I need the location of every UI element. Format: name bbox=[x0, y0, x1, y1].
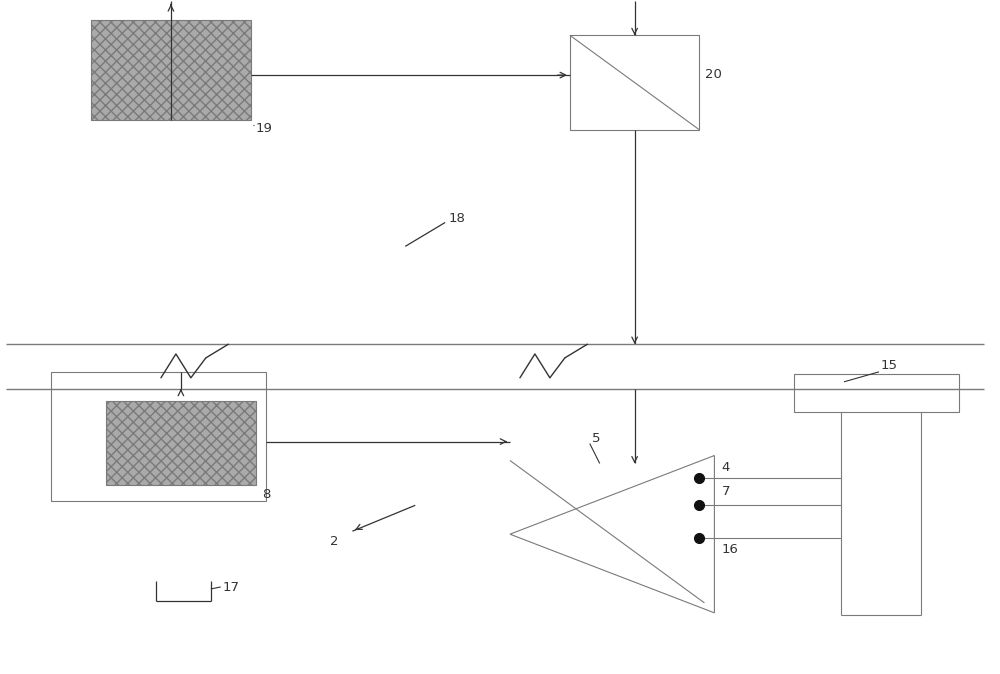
Text: 17: 17 bbox=[223, 581, 240, 594]
Text: 19: 19 bbox=[256, 122, 273, 135]
Bar bbox=[106, 401, 256, 485]
Text: 7: 7 bbox=[721, 485, 730, 498]
Text: 2: 2 bbox=[330, 535, 339, 548]
Text: 16: 16 bbox=[721, 543, 738, 556]
Text: 8: 8 bbox=[262, 489, 270, 501]
Text: 5: 5 bbox=[592, 431, 600, 445]
Text: 4: 4 bbox=[721, 462, 730, 474]
Bar bbox=[91, 20, 251, 120]
Text: 18: 18 bbox=[448, 212, 465, 226]
Polygon shape bbox=[510, 456, 714, 613]
Text: 20: 20 bbox=[705, 68, 722, 81]
Bar bbox=[570, 35, 699, 130]
Bar bbox=[51, 372, 266, 501]
Text: 15: 15 bbox=[881, 359, 898, 372]
Bar bbox=[794, 374, 959, 412]
